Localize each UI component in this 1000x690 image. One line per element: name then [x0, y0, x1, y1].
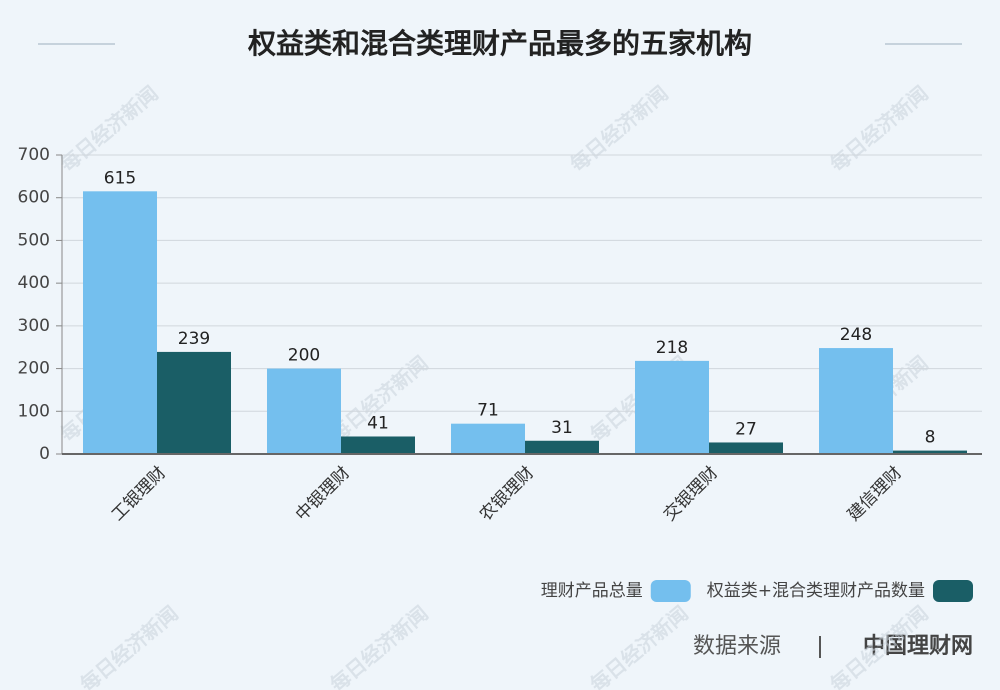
bar [525, 440, 599, 454]
value-label: 615 [104, 168, 136, 188]
y-tick-label: 700 [18, 145, 50, 165]
bar [83, 191, 157, 455]
chart-title: 权益类和混合类理财产品最多的五家机构 [247, 27, 752, 60]
y-tick-label: 300 [18, 316, 50, 336]
y-tick-label: 400 [18, 273, 50, 293]
legend-swatch [650, 580, 691, 602]
value-label: 71 [477, 401, 499, 421]
bar [451, 423, 525, 454]
bar [709, 442, 783, 454]
bar [819, 348, 893, 454]
value-label: 8 [925, 428, 936, 448]
value-label: 239 [178, 329, 210, 349]
value-label: 41 [367, 413, 389, 433]
value-label: 31 [551, 418, 573, 438]
bar [341, 436, 415, 454]
legend-label: 理财产品总量 [541, 581, 643, 601]
legend-swatch [933, 580, 973, 602]
value-label: 200 [288, 346, 320, 366]
y-tick-label: 0 [39, 444, 50, 464]
value-label: 27 [735, 419, 757, 439]
source: 中国理财网 [863, 634, 973, 659]
bar [893, 450, 967, 454]
bar [267, 368, 341, 454]
bar [635, 360, 709, 454]
bar [157, 351, 231, 454]
value-label: 218 [656, 338, 688, 358]
legend-label: 权益类+混合类理财产品数量 [707, 581, 925, 601]
y-tick-label: 200 [18, 359, 50, 379]
value-label: 248 [840, 325, 872, 345]
y-tick-label: 500 [18, 230, 50, 250]
y-tick-label: 100 [18, 401, 50, 421]
source-label: 数据来源 [693, 634, 781, 659]
y-tick-label: 600 [18, 188, 50, 208]
